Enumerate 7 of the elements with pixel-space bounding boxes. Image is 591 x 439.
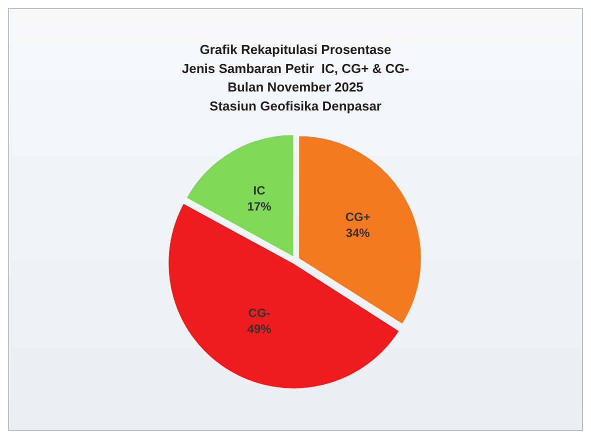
data-label: 17%: [247, 199, 272, 214]
slice-label: CG-: [248, 306, 270, 320]
slice-label: CG+: [345, 210, 370, 224]
data-label: 34%: [346, 226, 370, 240]
data-label: 49%: [247, 322, 272, 336]
chart-title: Grafik Rekapitulasi Prosentase Jenis Sambaran Petir IC, CG+ & CG- Bulan November 2025 Stasiun Geofisika Denpasar: [182, 42, 410, 114]
slice-label: IC: [253, 183, 266, 198]
